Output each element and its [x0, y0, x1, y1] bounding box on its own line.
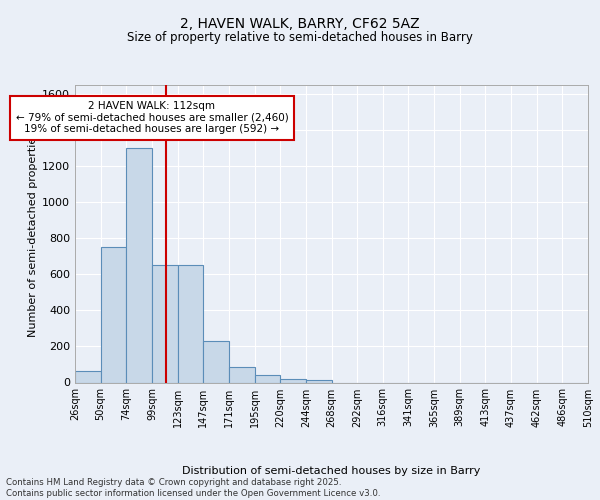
Text: Size of property relative to semi-detached houses in Barry: Size of property relative to semi-detach… — [127, 31, 473, 44]
Text: 2, HAVEN WALK, BARRY, CF62 5AZ: 2, HAVEN WALK, BARRY, CF62 5AZ — [180, 18, 420, 32]
Bar — [101, 248, 127, 382]
Bar — [75, 371, 101, 382]
Bar — [306, 380, 331, 382]
Bar — [127, 148, 152, 382]
Bar — [229, 367, 254, 382]
Text: 2 HAVEN WALK: 112sqm
← 79% of semi-detached houses are smaller (2,460)
19% of se: 2 HAVEN WALK: 112sqm ← 79% of semi-detac… — [16, 101, 289, 134]
Text: Contains HM Land Registry data © Crown copyright and database right 2025.
Contai: Contains HM Land Registry data © Crown c… — [6, 478, 380, 498]
Bar — [203, 341, 229, 382]
Y-axis label: Number of semi-detached properties: Number of semi-detached properties — [28, 130, 38, 337]
Bar — [152, 266, 178, 382]
Bar — [178, 266, 203, 382]
Bar — [254, 376, 280, 382]
X-axis label: Distribution of semi-detached houses by size in Barry: Distribution of semi-detached houses by … — [182, 466, 481, 475]
Bar — [280, 379, 306, 382]
